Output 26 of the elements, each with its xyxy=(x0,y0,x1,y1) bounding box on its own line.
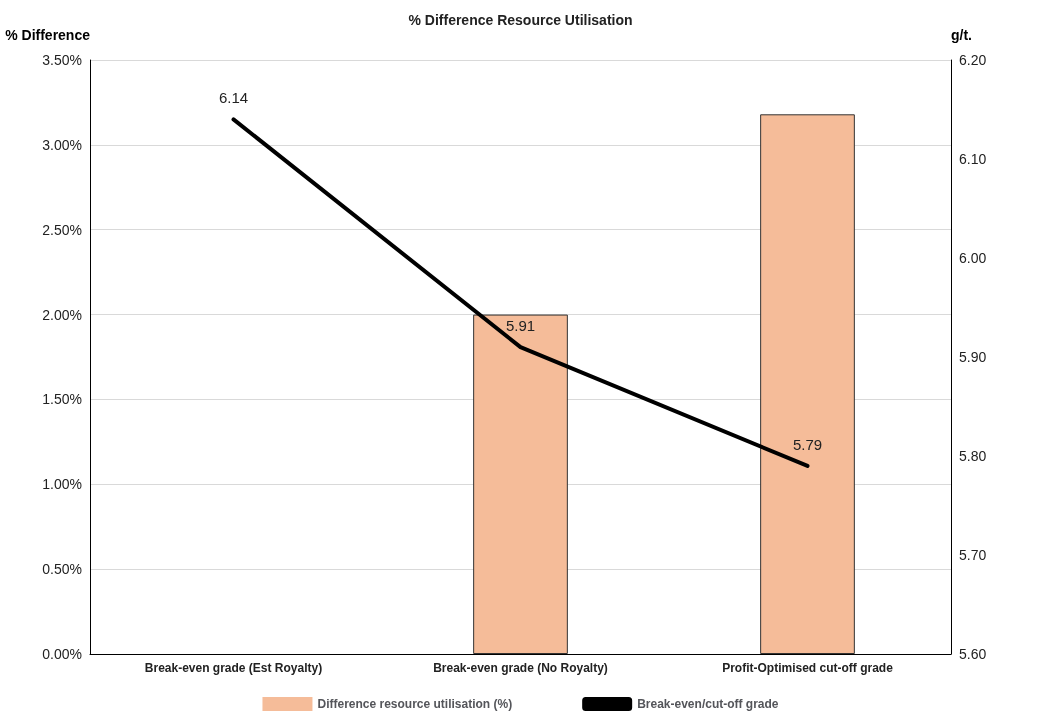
x-tick-label: Profit-Optimised cut-off grade xyxy=(722,661,894,675)
y2-tick-label: 6.00 xyxy=(959,250,987,266)
y-tick-label: 1.00% xyxy=(42,476,82,493)
chart-title: % Difference Resource Utilisation xyxy=(408,12,633,28)
y2-tick-label: 5.80 xyxy=(959,448,987,464)
y-tick-label: 0.00% xyxy=(42,646,82,662)
data-label: 5.91 xyxy=(505,317,536,335)
y2-tick-label: 6.20 xyxy=(959,52,987,68)
x-tick-label: Break-even grade (No Royalty) xyxy=(433,661,608,675)
y2-tick-label: 5.70 xyxy=(959,547,987,563)
data-label: 5.79 xyxy=(792,435,823,453)
legend-label: Break-even/cut-off grade xyxy=(637,697,779,711)
y-tick-label: 2.00% xyxy=(42,306,82,323)
y-tick-label: 3.00% xyxy=(42,136,82,153)
y-tick-label: 2.50% xyxy=(42,221,82,238)
y2-tick-label: 6.10 xyxy=(959,151,987,167)
y-tick-label: 0.50% xyxy=(42,561,82,578)
y2-axis-title: g/t. xyxy=(951,27,972,43)
y-axis-title: % Difference xyxy=(5,27,91,43)
legend-label: Difference resource utilisation (%) xyxy=(317,697,513,711)
data-label: 6.14 xyxy=(218,89,249,107)
y2-tick-label: 5.90 xyxy=(959,349,987,365)
y-tick-label: 1.50% xyxy=(42,391,82,408)
y2-tick-label: 5.60 xyxy=(959,646,987,662)
y-tick-label: 3.50% xyxy=(42,52,82,68)
x-tick-label: Break-even grade (Est Royalty) xyxy=(144,661,323,675)
